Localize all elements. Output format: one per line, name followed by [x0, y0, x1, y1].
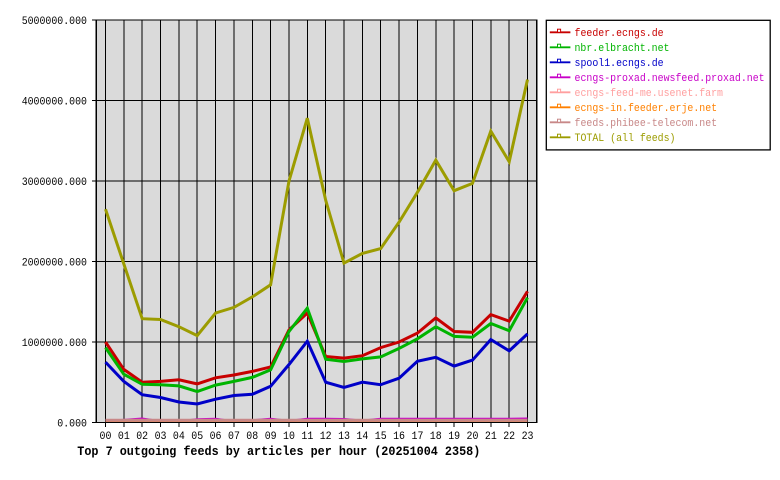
svg-text:nbr.elbracht.net: nbr.elbracht.net — [575, 43, 670, 55]
svg-text:22: 22 — [503, 431, 515, 443]
svg-text:18: 18 — [430, 431, 442, 443]
svg-text:21: 21 — [485, 431, 497, 443]
svg-text:20: 20 — [467, 431, 479, 443]
svg-text:23: 23 — [522, 431, 534, 443]
svg-text:13: 13 — [338, 431, 350, 443]
svg-text:0.000: 0.000 — [57, 418, 87, 430]
svg-text:11: 11 — [301, 431, 313, 443]
svg-text:07: 07 — [228, 431, 240, 443]
svg-text:feeds.phibee-telecom.net: feeds.phibee-telecom.net — [575, 118, 718, 130]
svg-text:17: 17 — [412, 431, 424, 443]
svg-text:19: 19 — [448, 431, 460, 443]
svg-text:10: 10 — [283, 431, 295, 443]
svg-text:03: 03 — [155, 431, 167, 443]
svg-text:16: 16 — [393, 431, 405, 443]
svg-text:TOTAL (all feeds): TOTAL (all feeds) — [575, 133, 676, 145]
svg-text:ecngs-proxad.newsfeed.proxad.n: ecngs-proxad.newsfeed.proxad.net — [575, 73, 765, 85]
svg-text:09: 09 — [265, 431, 277, 443]
svg-text:Top 7 outgoing feeds by articl: Top 7 outgoing feeds by articles per hou… — [77, 444, 480, 459]
svg-text:15: 15 — [375, 431, 387, 443]
svg-text:4000000.000: 4000000.000 — [22, 96, 87, 108]
svg-text:1000000.000: 1000000.000 — [22, 338, 87, 350]
svg-text:spool1.ecngs.de: spool1.ecngs.de — [575, 58, 664, 70]
svg-text:01: 01 — [118, 431, 130, 443]
svg-text:2000000.000: 2000000.000 — [22, 257, 87, 269]
svg-text:02: 02 — [136, 431, 148, 443]
svg-text:ecngs-feed-me.usenet.farm: ecngs-feed-me.usenet.farm — [575, 88, 724, 100]
svg-text:08: 08 — [246, 431, 258, 443]
svg-text:14: 14 — [356, 431, 368, 443]
svg-text:00: 00 — [100, 431, 112, 443]
svg-text:5000000.000: 5000000.000 — [22, 16, 87, 28]
svg-text:04: 04 — [173, 431, 185, 443]
svg-text:ecngs-in.feeder.erje.net: ecngs-in.feeder.erje.net — [575, 103, 718, 115]
svg-text:feeder.ecngs.de: feeder.ecngs.de — [575, 28, 664, 40]
svg-text:3000000.000: 3000000.000 — [22, 177, 87, 189]
svg-text:12: 12 — [320, 431, 332, 443]
svg-text:06: 06 — [210, 431, 222, 443]
svg-text:05: 05 — [191, 431, 203, 443]
